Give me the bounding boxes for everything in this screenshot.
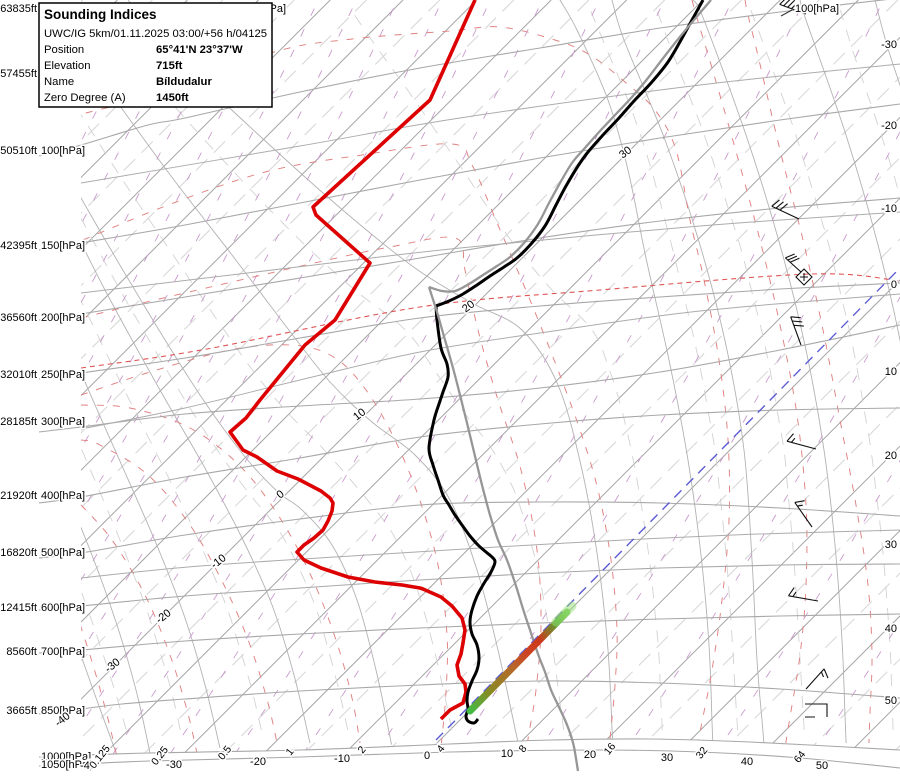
svg-text:50: 50 xyxy=(816,760,828,772)
svg-text:21920ft: 21920ft xyxy=(0,490,37,502)
svg-text:1450ft: 1450ft xyxy=(156,92,189,104)
svg-text:12415ft: 12415ft xyxy=(0,602,37,614)
svg-text:65°41'N 23°37'W: 65°41'N 23°37'W xyxy=(156,44,243,56)
svg-text:28185ft: 28185ft xyxy=(0,416,37,428)
svg-text:150[hPa]: 150[hPa] xyxy=(41,240,85,252)
svg-text:700[hPa]: 700[hPa] xyxy=(41,646,85,658)
svg-text:Bíldudalur: Bíldudalur xyxy=(156,76,212,88)
svg-text:10: 10 xyxy=(885,366,897,378)
svg-text:200[hPa]: 200[hPa] xyxy=(41,312,85,324)
svg-text:32010ft: 32010ft xyxy=(0,369,37,381)
svg-text:30: 30 xyxy=(885,539,897,551)
svg-text:0: 0 xyxy=(424,750,430,762)
svg-text:42395ft: 42395ft xyxy=(0,240,37,252)
svg-text:-20: -20 xyxy=(250,756,266,768)
svg-text:-10: -10 xyxy=(334,753,350,765)
svg-text:40: 40 xyxy=(741,756,753,768)
svg-text:-30: -30 xyxy=(881,39,897,51)
svg-text:850[hPa]: 850[hPa] xyxy=(41,705,85,717)
svg-text:Name: Name xyxy=(44,76,74,88)
svg-text:40: 40 xyxy=(885,623,897,635)
svg-text:50510ft: 50510ft xyxy=(0,145,37,157)
svg-text:-40: -40 xyxy=(80,760,96,772)
svg-text:57455ft: 57455ft xyxy=(0,68,37,80)
svg-text:100[hPa]: 100[hPa] xyxy=(795,3,839,15)
svg-text:-30: -30 xyxy=(166,759,182,771)
svg-text:Elevation: Elevation xyxy=(44,60,90,72)
svg-text:20: 20 xyxy=(885,450,897,462)
svg-text:100[hPa]: 100[hPa] xyxy=(41,145,85,157)
svg-text:Sounding Indices: Sounding Indices xyxy=(44,7,157,22)
svg-text:1050[hPa]: 1050[hPa] xyxy=(41,759,91,771)
svg-text:-10: -10 xyxy=(881,203,897,215)
svg-text:-20: -20 xyxy=(881,120,897,132)
svg-text:500[hPa]: 500[hPa] xyxy=(41,547,85,559)
svg-text:3665ft: 3665ft xyxy=(6,705,37,717)
svg-text:50: 50 xyxy=(885,695,897,707)
svg-text:715ft: 715ft xyxy=(156,60,183,72)
svg-text:16820ft: 16820ft xyxy=(0,547,37,559)
svg-text:8560ft: 8560ft xyxy=(6,646,37,658)
svg-text:30: 30 xyxy=(661,752,673,764)
svg-text:600[hPa]: 600[hPa] xyxy=(41,602,85,614)
svg-text:Zero Degree (A): Zero Degree (A) xyxy=(44,92,126,104)
svg-text:250[hPa]: 250[hPa] xyxy=(41,369,85,381)
svg-text:UWC/IG 5km/01.11.2025 03:00/+5: UWC/IG 5km/01.11.2025 03:00/+56 h/04125 xyxy=(44,28,267,40)
svg-text:10: 10 xyxy=(501,748,513,760)
svg-text:63835ft: 63835ft xyxy=(0,3,37,15)
svg-text:1000[hPa]: 1000[hPa] xyxy=(41,751,91,763)
svg-text:36560ft: 36560ft xyxy=(0,312,37,324)
svg-text:0: 0 xyxy=(891,279,897,291)
svg-text:400[hPa]: 400[hPa] xyxy=(41,490,85,502)
svg-text:20: 20 xyxy=(584,749,596,761)
svg-text:300[hPa]: 300[hPa] xyxy=(41,416,85,428)
svg-text:Position: Position xyxy=(44,44,84,56)
